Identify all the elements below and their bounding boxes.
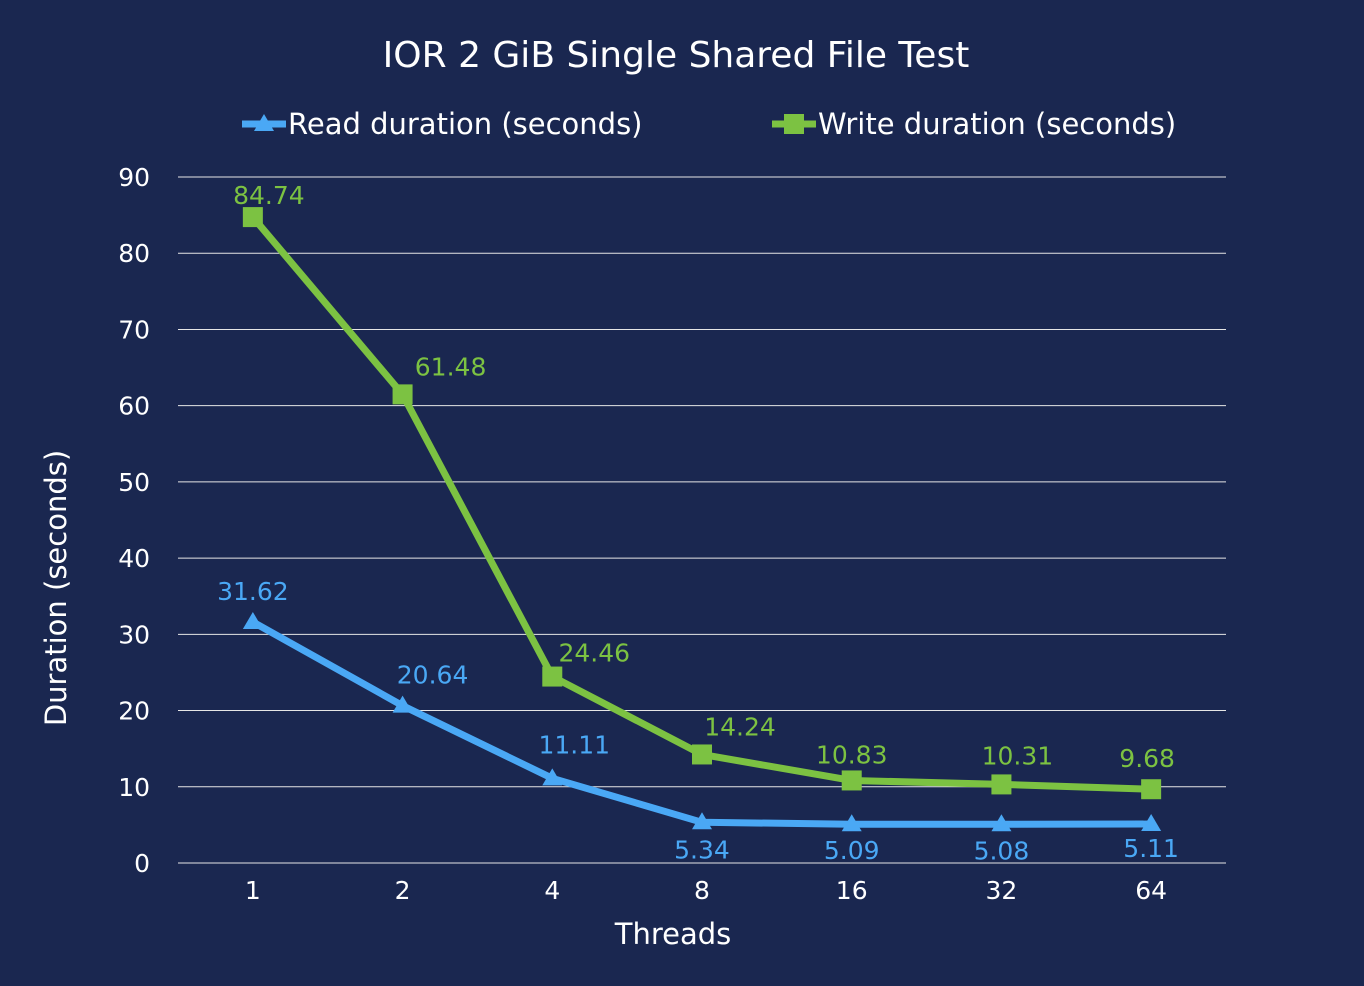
y-tick-label: 90: [118, 163, 150, 192]
y-tick-label: 60: [118, 392, 150, 421]
read-series: [242, 611, 1162, 832]
read-data-label: 5.11: [1123, 834, 1179, 863]
x-tick-label: 1: [245, 876, 261, 905]
x-tick-label: 8: [694, 876, 710, 905]
legend-write-label: Write duration (seconds): [818, 107, 1176, 141]
read-data-label: 5.09: [824, 836, 880, 865]
write-data-label: 10.31: [982, 741, 1054, 770]
write-series: [242, 207, 1162, 800]
x-tick-label: 2: [395, 876, 411, 905]
legend-read-triangle-icon: [254, 114, 274, 131]
legend: Read duration (seconds) Write duration (…: [242, 107, 1176, 141]
write-point-marker: [542, 666, 563, 687]
legend-item-write: Write duration (seconds): [772, 107, 1176, 141]
y-tick-label: 20: [118, 697, 150, 726]
y-tick-label: 30: [118, 620, 150, 649]
write-point-marker: [841, 770, 862, 791]
y-tick-label: 50: [118, 468, 150, 497]
read-data-label: 20.64: [397, 661, 469, 690]
x-tick-label: 4: [544, 876, 560, 905]
y-axis-title: Duration (seconds): [39, 450, 73, 726]
read-point-marker: [1141, 814, 1162, 832]
x-axis-ticks: 1 2 4 8 16 32 64: [245, 876, 1167, 905]
chart-title: IOR 2 GiB Single Shared File Test: [383, 35, 970, 76]
y-tick-label: 80: [118, 239, 150, 268]
write-point-marker: [392, 384, 413, 405]
y-tick-label: 40: [118, 544, 150, 573]
write-data-label: 61.48: [415, 352, 487, 381]
read-series-line: [249, 618, 1155, 828]
write-data-label: 9.68: [1119, 744, 1175, 773]
y-axis-ticks: 0 10 20 30 40 50 60 70 80 90: [118, 163, 150, 878]
write-point-marker: [692, 744, 712, 765]
read-data-label: 31.62: [217, 577, 289, 606]
read-data-label: 11.11: [538, 730, 610, 759]
x-tick-label: 32: [986, 876, 1018, 905]
write-point-marker: [1141, 779, 1162, 800]
read-point-marker: [991, 814, 1012, 832]
x-axis-title: Threads: [614, 917, 732, 951]
write-data-label: 24.46: [558, 639, 630, 668]
y-tick-label: 10: [118, 773, 150, 802]
x-tick-label: 16: [836, 876, 868, 905]
read-point-marker: [841, 814, 862, 832]
data-labels: 31.62 20.64 11.11 5.34 5.09 5.08 5.11 84.74 61.4…: [217, 181, 1179, 865]
legend-write-square-icon: [784, 114, 804, 134]
read-point-marker: [242, 611, 263, 629]
write-data-label: 10.83: [816, 740, 888, 769]
write-data-label: 84.74: [233, 181, 305, 210]
write-series-line: [249, 213, 1155, 793]
read-data-label: 5.34: [674, 835, 730, 864]
write-point-marker: [242, 207, 263, 228]
read-point-marker: [392, 695, 413, 713]
series-layer: [242, 207, 1162, 832]
x-tick-label: 64: [1135, 876, 1167, 905]
legend-item-read: Read duration (seconds): [242, 107, 643, 141]
write-point-marker: [991, 774, 1012, 795]
write-data-label: 14.24: [704, 712, 776, 741]
read-data-label: 5.08: [974, 836, 1030, 865]
read-point-marker: [692, 812, 712, 830]
read-point-marker: [542, 768, 563, 786]
legend-read-label: Read duration (seconds): [288, 107, 643, 141]
gridlines: [178, 176, 1226, 864]
y-tick-label: 70: [118, 315, 150, 344]
y-tick-label: 0: [134, 849, 150, 878]
